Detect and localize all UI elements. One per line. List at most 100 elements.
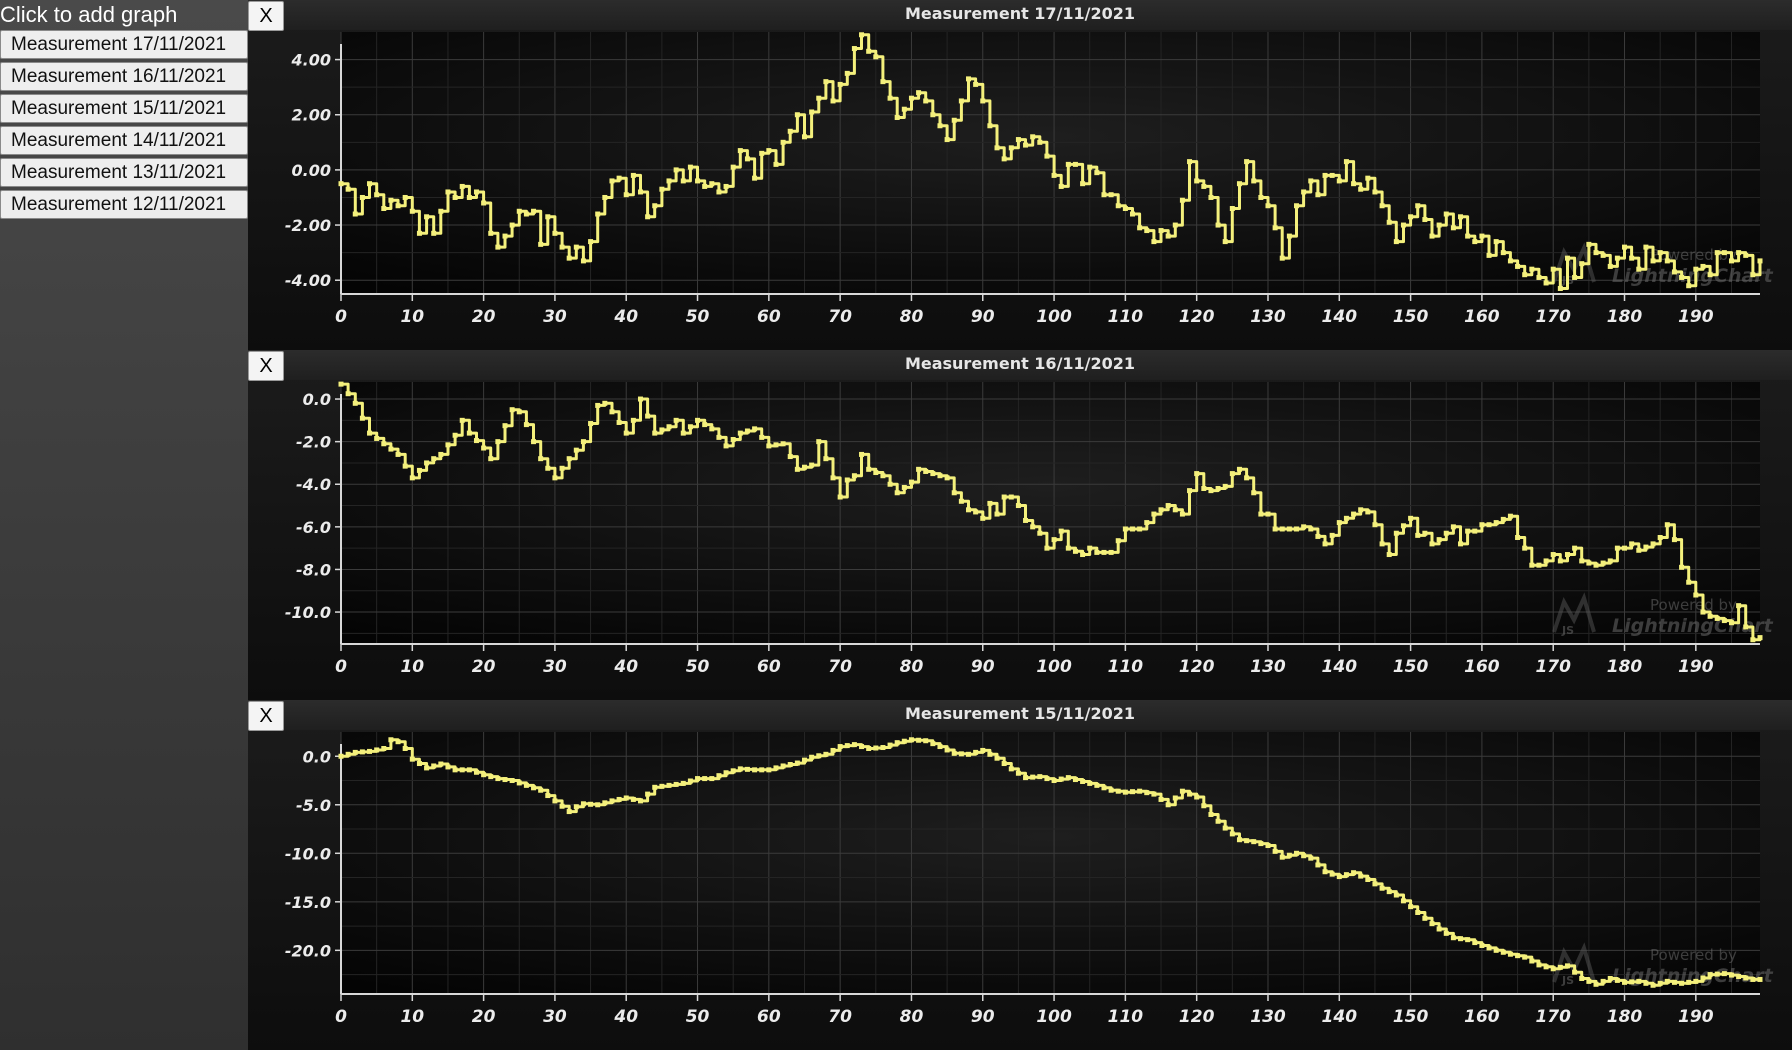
data-point	[559, 803, 565, 809]
data-point	[1479, 942, 1485, 948]
data-point	[1550, 552, 1556, 558]
data-point	[1593, 250, 1599, 256]
data-point	[916, 90, 922, 96]
data-point	[1714, 971, 1720, 977]
data-point	[588, 239, 594, 245]
data-point	[438, 208, 444, 214]
data-point	[1258, 194, 1264, 200]
data-point	[716, 189, 722, 195]
data-point	[1522, 272, 1528, 278]
x-tick-label: 60	[757, 307, 781, 327]
data-point	[723, 770, 729, 776]
data-point	[901, 738, 907, 744]
add-graph-button[interactable]: Measurement 17/11/2021	[0, 30, 248, 59]
data-point	[388, 737, 394, 743]
data-point	[1130, 789, 1136, 795]
data-point	[395, 451, 401, 457]
data-point	[1743, 975, 1749, 981]
data-point	[416, 761, 422, 767]
data-point	[1707, 272, 1713, 278]
data-point	[459, 183, 465, 189]
data-point	[980, 515, 986, 521]
data-point	[951, 750, 957, 756]
data-point	[973, 81, 979, 87]
data-point	[1194, 794, 1200, 800]
data-point	[1001, 156, 1007, 162]
data-point	[809, 109, 815, 115]
data-point	[1236, 466, 1242, 472]
data-point	[1215, 222, 1221, 228]
watermark-text: LightningChart	[1612, 965, 1774, 987]
x-tick-label: 170	[1535, 657, 1571, 677]
data-point	[1714, 615, 1720, 621]
data-point	[1586, 560, 1592, 566]
y-tick-label: -10.0	[285, 844, 331, 863]
add-graph-button[interactable]: Measurement 14/11/2021	[0, 126, 248, 155]
data-point	[1130, 211, 1136, 217]
data-point	[374, 435, 380, 441]
data-point	[908, 737, 914, 743]
close-chart-button[interactable]: X	[248, 351, 284, 381]
data-point	[402, 463, 408, 469]
data-point	[1101, 192, 1107, 198]
data-point	[1629, 255, 1635, 261]
data-point	[1529, 266, 1535, 272]
data-point	[1671, 537, 1677, 543]
data-point	[923, 468, 929, 474]
data-point	[438, 451, 444, 457]
chart-plot[interactable]: 0 10 20 30 40 50 60 70 80 90 100 110 120 130 140 150 160…	[248, 0, 1792, 350]
data-point	[1529, 562, 1535, 568]
data-point	[552, 798, 558, 804]
x-tick-label: 40	[613, 657, 638, 677]
add-graph-button[interactable]: Measurement 12/11/2021	[0, 190, 248, 219]
data-point	[473, 189, 479, 195]
add-graph-button[interactable]: Measurement 15/11/2021	[0, 94, 248, 123]
data-point	[1015, 503, 1021, 509]
data-point	[666, 424, 672, 430]
x-tick-label: 100	[1036, 657, 1072, 677]
x-tick-label: 110	[1108, 1007, 1144, 1027]
data-point	[944, 475, 950, 481]
data-point	[1015, 770, 1021, 776]
data-point	[1593, 981, 1599, 987]
data-point	[1179, 511, 1185, 517]
data-point	[1443, 530, 1449, 536]
chart-plot[interactable]: 0 10 20 30 40 50 60 70 80 90 100 110 120 130 140 150 160…	[248, 350, 1792, 700]
x-tick-label: 20	[472, 1007, 496, 1027]
data-point	[1600, 978, 1606, 984]
data-point	[1072, 548, 1078, 554]
chart-plot[interactable]: 0 10 20 30 40 50 60 70 80 90 100 110 120 130 140 150 160…	[248, 700, 1792, 1050]
data-point	[616, 419, 622, 425]
data-point	[1244, 159, 1250, 165]
data-point	[866, 466, 872, 472]
data-point	[1008, 145, 1014, 151]
close-chart-button[interactable]: X	[248, 701, 284, 731]
data-point	[1165, 802, 1171, 808]
x-tick-label: 10	[400, 1007, 424, 1027]
add-graph-button[interactable]: Measurement 16/11/2021	[0, 62, 248, 91]
data-point	[787, 454, 793, 460]
data-point	[1450, 524, 1456, 530]
x-tick-label: 100	[1036, 1007, 1072, 1027]
close-chart-button[interactable]: X	[248, 1, 284, 31]
data-point	[716, 773, 722, 779]
data-point	[744, 156, 750, 162]
data-point	[1393, 892, 1399, 898]
y-tick-label: -4.0	[296, 475, 331, 494]
y-tick-label: -2.00	[285, 216, 331, 235]
data-point	[1372, 189, 1378, 195]
data-point	[1137, 526, 1143, 532]
data-point	[1315, 862, 1321, 868]
data-point	[723, 183, 729, 189]
data-point	[823, 79, 829, 85]
data-point	[987, 751, 993, 757]
data-point	[1265, 203, 1271, 209]
add-graph-button[interactable]: Measurement 13/11/2021	[0, 158, 248, 187]
data-point	[695, 178, 701, 184]
data-point	[1400, 222, 1406, 228]
x-tick-label: 20	[472, 657, 496, 677]
data-point	[1650, 258, 1656, 264]
data-point	[1379, 203, 1385, 209]
data-point	[502, 777, 508, 783]
data-point	[1130, 526, 1136, 532]
